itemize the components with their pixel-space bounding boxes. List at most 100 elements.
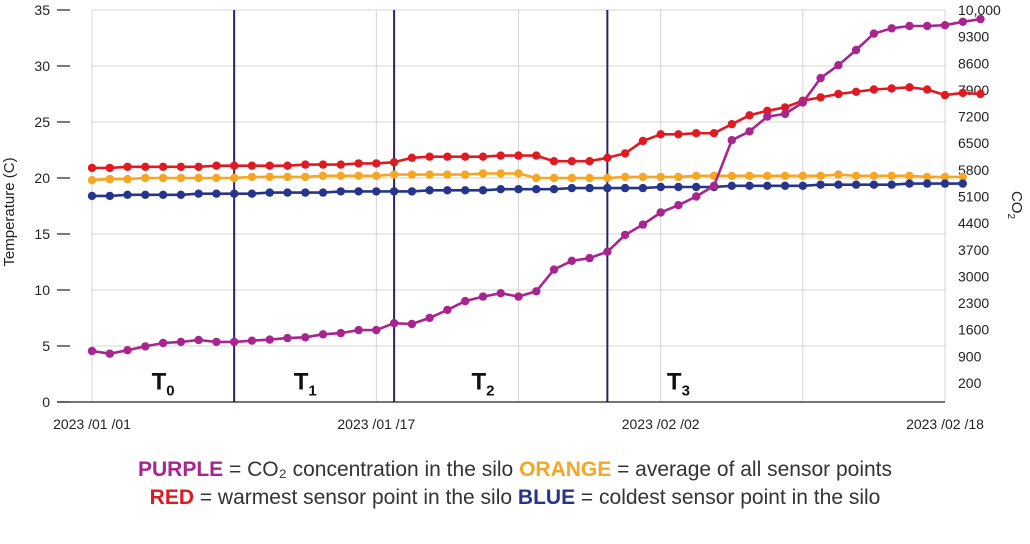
data-point-orange: [230, 173, 239, 183]
y-left-tick-label: 15: [34, 226, 50, 242]
data-point-purple: [620, 230, 630, 240]
data-point-orange: [478, 169, 488, 178]
data-point-orange: [656, 172, 665, 182]
data-point-orange: [798, 171, 807, 180]
data-point-purple: [443, 305, 452, 315]
data-point-purple: [461, 296, 470, 306]
data-point-red: [514, 151, 523, 160]
data-point-red: [727, 120, 736, 129]
data-point-orange: [141, 173, 150, 183]
data-point-purple: [176, 337, 186, 347]
data-point-blue: [532, 185, 541, 194]
data-point-red: [230, 161, 239, 170]
legend-description: = CO₂ concentration in the silo: [223, 458, 520, 481]
data-point-red: [763, 106, 772, 116]
data-point-blue: [585, 183, 594, 193]
data-point-orange: [763, 171, 772, 180]
legend-key-purple: PURPLE: [137, 458, 224, 481]
data-point-purple: [230, 337, 239, 347]
temperature-co2-chart: 0 5 10 15 20 25 30 35 200 900 1600 2300 3000 3700 4400…: [1, 2, 1025, 432]
y-axis-right-label: CO2: [1005, 191, 1025, 220]
y-right-tick-label: 8600: [958, 55, 989, 71]
phase-boundaries: [233, 10, 609, 402]
y-left-tick-label: 0: [42, 394, 50, 410]
data-point-purple: [318, 330, 328, 339]
data-point-orange: [87, 176, 97, 185]
data-point-purple: [194, 335, 203, 345]
legend-description: = average of all sensor points: [611, 458, 893, 481]
data-point-orange: [816, 171, 825, 180]
data-point-red: [851, 87, 861, 97]
series-orange: [87, 169, 967, 185]
data-point-red: [478, 152, 488, 161]
data-point-blue: [425, 186, 434, 195]
data-point-orange: [869, 171, 879, 180]
data-point-blue: [620, 183, 630, 193]
y-right-tick-label: 7200: [958, 109, 989, 125]
data-point-orange: [158, 173, 168, 183]
legend-key-red: RED: [149, 486, 194, 509]
x-tick-label: 2023 /01 /01: [53, 416, 131, 432]
data-point-blue: [745, 181, 754, 190]
y-right-tick-label: 6500: [958, 135, 989, 151]
data-point-blue: [301, 188, 310, 197]
y-left-tick-label: 25: [34, 114, 50, 130]
data-point-red: [158, 162, 168, 171]
legend-key-orange: ORANGE: [519, 458, 612, 481]
data-point-purple: [638, 220, 648, 229]
data-point-red: [887, 84, 896, 93]
data-point-red: [620, 149, 630, 158]
data-point-red: [372, 159, 381, 168]
data-point-purple: [958, 17, 967, 26]
phase-label: T2: [471, 369, 494, 400]
y-axis-right-label-main: CO: [1008, 191, 1025, 214]
data-point-blue: [638, 183, 648, 193]
data-point-orange: [265, 172, 274, 182]
data-point-purple: [425, 313, 434, 323]
y-right-tick-label: 200: [958, 375, 982, 391]
data-point-orange: [212, 173, 221, 183]
data-point-purple: [923, 21, 932, 31]
y-right-tick-label: 900: [958, 348, 982, 364]
data-point-orange: [372, 171, 381, 180]
data-point-orange: [638, 172, 648, 182]
data-point-orange: [851, 171, 861, 180]
data-point-purple: [851, 45, 861, 55]
data-point-red: [443, 152, 452, 161]
data-point-orange: [354, 171, 363, 180]
data-point-orange: [923, 172, 932, 182]
data-point-orange: [194, 173, 203, 183]
data-point-red: [123, 162, 132, 171]
data-point-orange: [674, 172, 683, 182]
data-point-blue: [905, 179, 914, 188]
data-point-purple: [763, 112, 772, 121]
data-point-blue: [567, 183, 576, 193]
data-point-red: [336, 160, 345, 169]
data-point-red: [354, 159, 363, 168]
data-point-purple: [87, 346, 97, 356]
data-point-purple: [549, 265, 559, 274]
data-point-red: [318, 160, 328, 169]
y-right-tick-label: 5800: [958, 162, 989, 178]
data-point-orange: [532, 173, 541, 183]
data-point-red: [265, 161, 274, 170]
y-right-tick-label: 5100: [958, 188, 989, 204]
data-point-orange: [940, 172, 950, 182]
data-point-red: [247, 161, 257, 170]
x-tick-label: 2023 /02 /02: [622, 416, 700, 432]
data-point-blue: [603, 183, 612, 193]
data-point-orange: [727, 171, 736, 180]
data-point-orange: [567, 173, 576, 183]
data-point-purple: [141, 342, 150, 351]
data-point-purple: [887, 24, 896, 33]
data-point-red: [585, 157, 594, 166]
y-left-tick-label: 20: [34, 170, 50, 186]
data-point-orange: [461, 170, 470, 179]
data-point-red: [194, 162, 203, 171]
data-point-orange: [692, 171, 701, 180]
legend-key-blue: BLUE: [517, 486, 576, 509]
data-point-blue: [923, 179, 932, 188]
data-point-purple: [940, 21, 950, 30]
data-point-red: [567, 157, 576, 166]
axes: 0 5 10 15 20 25 30 35 200 900 1600 2300 3000 3700 4400…: [34, 2, 1001, 432]
